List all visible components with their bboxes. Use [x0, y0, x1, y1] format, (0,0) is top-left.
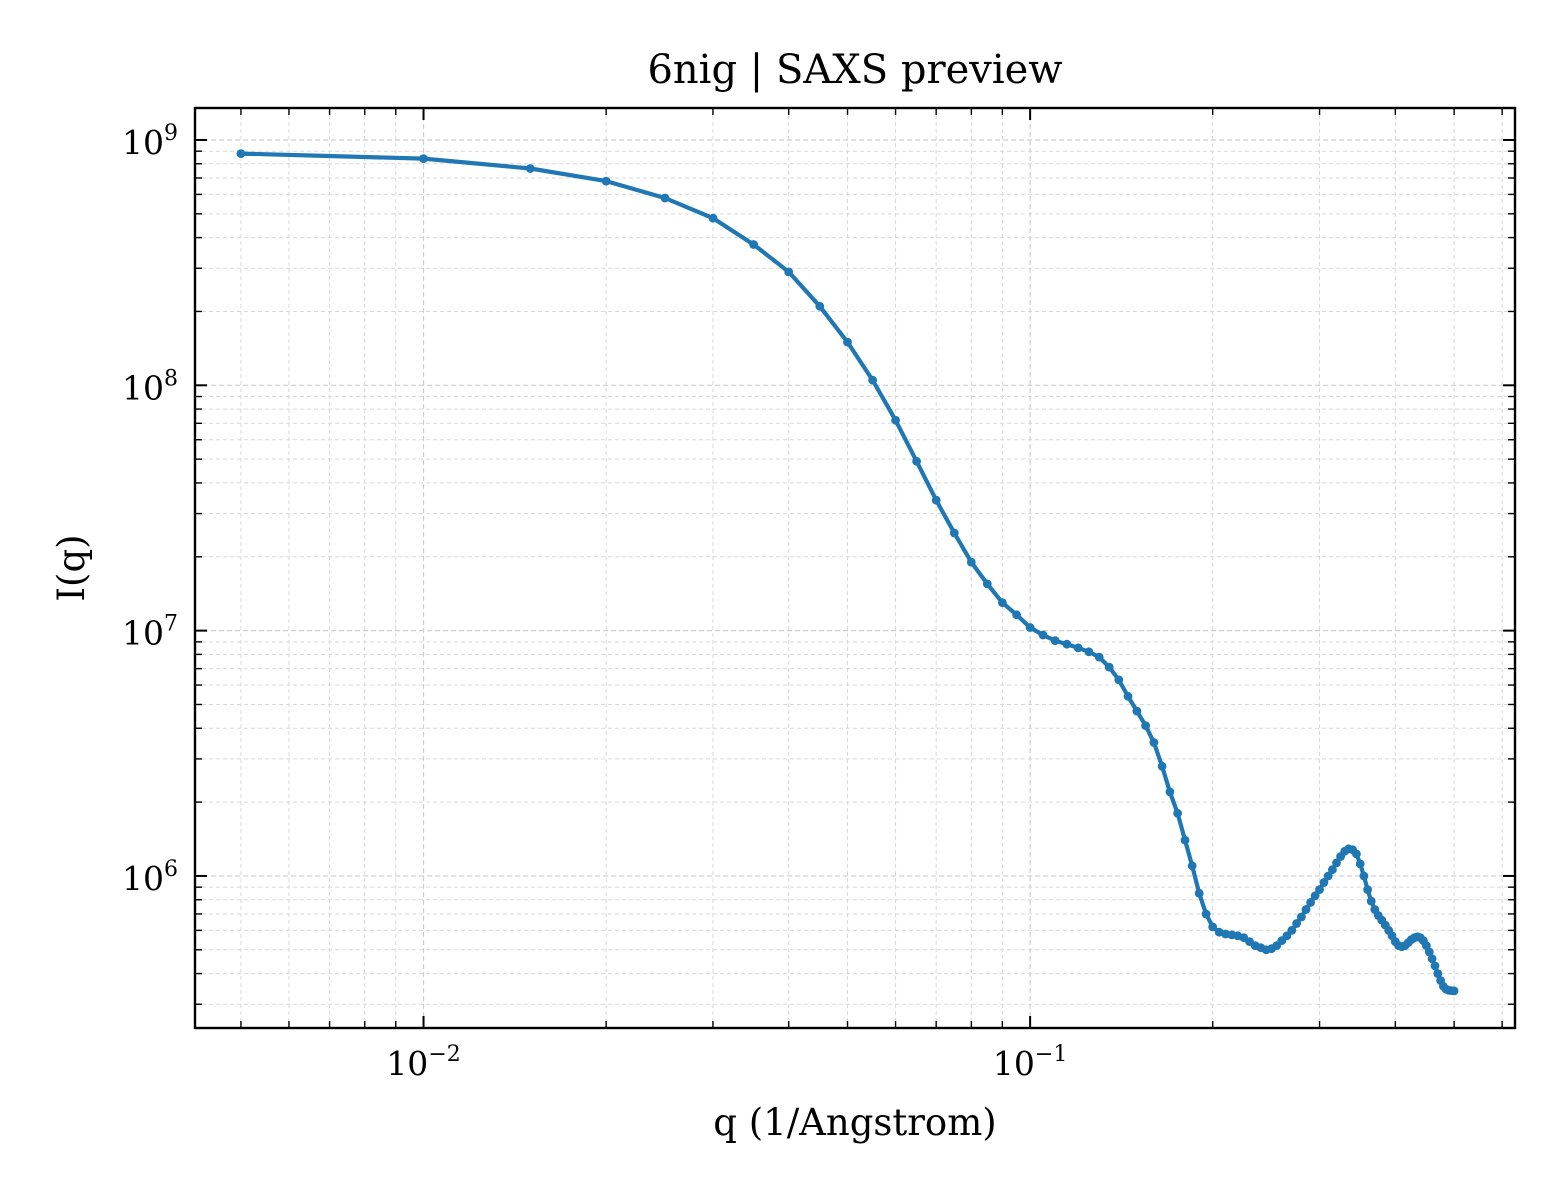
data-point — [1123, 691, 1133, 701]
data-point — [912, 456, 921, 466]
y-tick-label: 106 — [122, 857, 178, 898]
data-point — [1187, 861, 1197, 871]
axis-ticks — [195, 108, 1515, 1028]
x-tick-label: 10−2 — [386, 1042, 460, 1083]
data-point — [236, 149, 246, 159]
data-point — [1094, 652, 1104, 662]
data-point — [1301, 905, 1311, 914]
data-point — [1104, 662, 1114, 672]
data-point — [1050, 636, 1060, 646]
data-point — [1315, 885, 1324, 894]
data-point — [868, 375, 877, 385]
data-point — [1323, 871, 1333, 881]
data-point — [1201, 909, 1211, 919]
chart-title: 6nig | SAXS preview — [647, 47, 1062, 93]
data-point — [1366, 896, 1376, 906]
data-point — [1310, 891, 1320, 901]
data-point — [1038, 630, 1048, 640]
x-tick-label: 10−1 — [993, 1042, 1067, 1083]
data-point — [1306, 898, 1315, 907]
data-point — [1194, 888, 1204, 898]
data-point — [1149, 738, 1159, 747]
data-point — [1173, 808, 1182, 818]
major-gridlines — [195, 108, 1515, 1028]
data-point — [1424, 947, 1434, 957]
data-point — [1319, 878, 1329, 887]
data-point — [1352, 849, 1361, 859]
data-point — [749, 240, 758, 249]
data-point — [1180, 835, 1190, 845]
data-point — [1433, 969, 1443, 978]
data-point — [1332, 858, 1341, 868]
data-point — [843, 337, 852, 347]
data-point — [525, 164, 535, 173]
data-series — [236, 149, 1459, 996]
data-point — [1062, 639, 1072, 649]
data-point — [601, 176, 611, 186]
data-point — [1427, 954, 1437, 964]
data-point — [1012, 610, 1021, 620]
data-point — [949, 528, 959, 538]
data-point — [966, 557, 976, 567]
data-point — [1084, 647, 1094, 657]
data-point — [660, 193, 670, 203]
data-point — [1328, 865, 1337, 875]
x-axis-label: q (1/Angstrom) — [713, 1101, 996, 1144]
data-point — [1359, 871, 1369, 881]
data-point — [1025, 623, 1035, 632]
y-axis-label: I(q) — [50, 534, 93, 601]
y-tick-label: 107 — [122, 612, 178, 653]
data-point — [708, 213, 718, 223]
data-point — [982, 579, 992, 589]
data-point — [1208, 922, 1218, 932]
plot-area — [195, 108, 1515, 1028]
data-point — [1073, 643, 1083, 653]
data-point — [1157, 761, 1167, 771]
axis-tick-labels: 10−2 10−1 106 107 108 109 — [122, 121, 1067, 1083]
y-tick-label: 108 — [122, 366, 178, 407]
data-point — [998, 598, 1007, 608]
y-tick-label: 109 — [122, 121, 178, 162]
data-point — [419, 154, 428, 164]
data-point — [1165, 787, 1175, 797]
data-point — [784, 267, 794, 277]
data-point — [891, 415, 900, 425]
plot-frame — [193, 106, 1517, 1030]
data-point — [1363, 885, 1372, 894]
data-point — [1141, 721, 1150, 730]
data-point — [1287, 926, 1297, 935]
data-point — [1292, 919, 1301, 928]
data-point — [1114, 675, 1124, 685]
data-point — [931, 495, 941, 505]
data-point — [1355, 859, 1365, 869]
data-point — [815, 301, 825, 311]
data-point — [1132, 706, 1142, 716]
data-point — [1297, 912, 1306, 922]
minor-gridlines — [195, 108, 1515, 1028]
data-point — [1449, 986, 1459, 996]
data-point — [1430, 961, 1440, 971]
